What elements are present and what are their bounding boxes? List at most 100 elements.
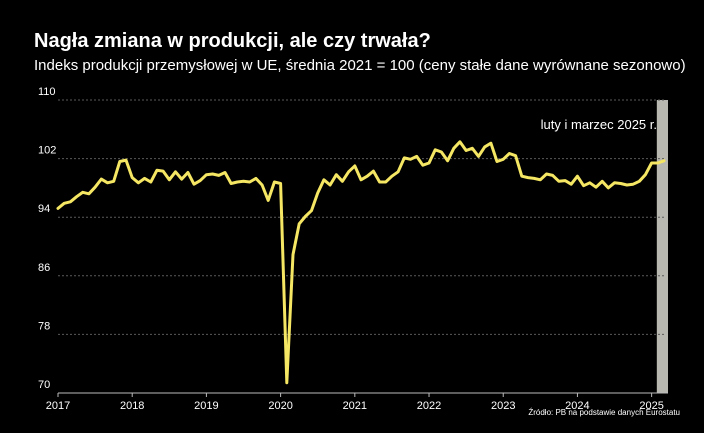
data-point xyxy=(211,172,214,176)
data-point xyxy=(192,183,196,186)
data-point xyxy=(489,142,493,145)
y-tick-label: 70 xyxy=(38,379,50,391)
data-point xyxy=(186,171,190,174)
data-point xyxy=(403,156,406,160)
data-point xyxy=(440,150,443,154)
data-point xyxy=(273,180,276,184)
data-point xyxy=(576,174,579,178)
data-point xyxy=(236,180,239,184)
series-line xyxy=(56,140,666,385)
chart-subtitle: Indeks produkcji przemysłowej w UE, śred… xyxy=(34,57,686,74)
data-point xyxy=(563,179,567,182)
data-point xyxy=(143,177,146,180)
data-point xyxy=(477,155,480,158)
data-point xyxy=(446,159,449,162)
data-point xyxy=(551,174,554,177)
data-point xyxy=(570,183,573,186)
data-point xyxy=(557,180,561,183)
data-point xyxy=(168,178,171,182)
data-point xyxy=(112,180,115,183)
data-point xyxy=(588,181,591,184)
highlight-band xyxy=(656,100,668,393)
y-tick-label: 78 xyxy=(38,320,50,332)
data-point xyxy=(56,207,60,210)
x-tick-label: 2025 xyxy=(639,400,663,412)
y-tick-label: 102 xyxy=(38,145,56,157)
data-point xyxy=(421,163,425,167)
data-point xyxy=(359,178,363,182)
data-point xyxy=(464,149,468,152)
x-tick-label: 2018 xyxy=(120,400,144,412)
data-point xyxy=(347,170,350,173)
data-point xyxy=(149,180,152,184)
x-tick-label: 2023 xyxy=(491,400,515,412)
data-point xyxy=(100,177,103,181)
x-tick-label: 2022 xyxy=(417,400,441,412)
data-point xyxy=(161,169,165,173)
data-point xyxy=(582,184,585,187)
x-tick-label: 2024 xyxy=(565,400,589,412)
data-point xyxy=(81,191,84,194)
data-point xyxy=(452,147,455,150)
data-point xyxy=(353,164,357,168)
data-point xyxy=(260,183,264,187)
data-point xyxy=(619,182,622,185)
data-point xyxy=(254,177,258,180)
x-tick-label: 2017 xyxy=(46,400,70,412)
data-point xyxy=(69,200,72,204)
data-point xyxy=(229,182,233,185)
data-point xyxy=(328,183,332,187)
data-point xyxy=(248,180,251,184)
data-point xyxy=(644,173,647,176)
data-point xyxy=(613,181,616,184)
data-point xyxy=(638,180,641,183)
data-point xyxy=(365,174,369,178)
y-tick-label: 110 xyxy=(38,86,56,98)
data-point xyxy=(415,155,418,158)
data-point xyxy=(174,170,177,173)
data-point xyxy=(520,174,523,178)
chart-title: Nagła zmiana w produkcji, ale czy trwała… xyxy=(34,30,431,52)
data-point xyxy=(372,169,375,173)
data-point xyxy=(155,169,159,172)
data-point xyxy=(514,154,517,157)
data-point xyxy=(87,192,91,195)
data-point xyxy=(137,181,140,184)
data-point xyxy=(131,176,134,179)
data-point xyxy=(316,191,319,195)
y-tick-label: 94 xyxy=(38,203,50,215)
data-point xyxy=(223,171,227,174)
data-point xyxy=(600,180,604,183)
data-point xyxy=(390,174,394,178)
data-point xyxy=(93,185,97,189)
data-point xyxy=(495,160,499,163)
data-point xyxy=(545,172,548,176)
data-point xyxy=(508,152,511,155)
data-point xyxy=(539,178,542,182)
data-point xyxy=(199,179,202,182)
x-tick-label: 2020 xyxy=(268,400,292,412)
data-point xyxy=(310,209,313,212)
data-point xyxy=(427,161,431,165)
data-point xyxy=(205,173,208,176)
data-point xyxy=(291,253,295,256)
data-point xyxy=(625,183,629,187)
data-point xyxy=(594,185,598,189)
data-point xyxy=(285,381,288,384)
data-point xyxy=(335,173,338,176)
data-point xyxy=(458,140,462,143)
data-point xyxy=(106,181,109,184)
data-point xyxy=(656,161,660,165)
data-point xyxy=(396,170,400,173)
data-point xyxy=(242,180,245,183)
data-point xyxy=(384,180,387,184)
data-point xyxy=(304,215,307,218)
data-point xyxy=(62,202,66,205)
data-point xyxy=(267,199,270,202)
data-point xyxy=(217,174,220,177)
data-point xyxy=(532,177,536,180)
data-point xyxy=(378,180,381,184)
data-point xyxy=(322,178,326,182)
